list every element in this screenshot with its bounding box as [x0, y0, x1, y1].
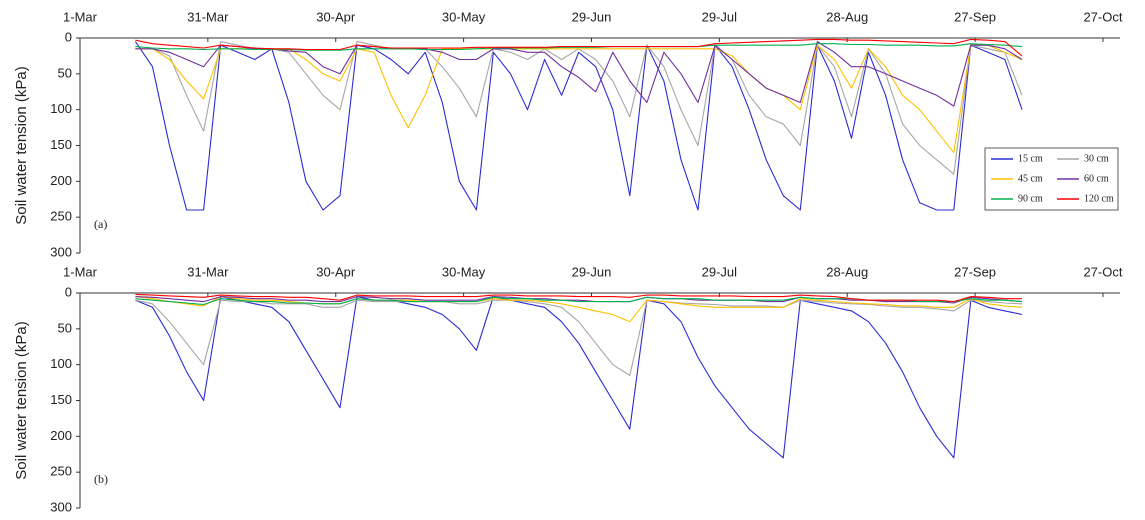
y-tick-label: 250	[50, 209, 72, 224]
series-line	[135, 44, 1023, 154]
panel-label: (a)	[94, 217, 107, 231]
x-tick-label: 27-Sep	[954, 264, 996, 279]
legend-label: 15 cm	[1018, 153, 1043, 164]
series-line	[134, 41, 1023, 211]
x-tick-label: 31-Mar	[187, 264, 229, 279]
y-tick-label: 100	[50, 356, 72, 371]
y-tick-label: 250	[50, 464, 72, 479]
series-line	[135, 299, 1023, 376]
y-tick-label: 300	[50, 499, 72, 514]
x-tick-label: 29-Jun	[572, 264, 612, 279]
x-tick-label: 27-Oct	[1083, 9, 1122, 24]
series-line	[135, 296, 1023, 459]
x-tick-label: 31-Mar	[187, 9, 229, 24]
y-tick-label: 50	[58, 65, 72, 80]
legend-label: 45 cm	[1018, 173, 1043, 184]
x-tick-label: 28-Aug	[826, 264, 868, 279]
x-tick-label: 30-May	[442, 9, 486, 24]
x-tick-label: 30-May	[442, 264, 486, 279]
y-axis-label: Soil water tension (kPa)	[13, 66, 30, 224]
y-tick-label: 150	[50, 392, 72, 407]
x-tick-label: 1-Mar	[63, 264, 98, 279]
legend-label: 120 cm	[1084, 193, 1114, 204]
x-tick-label: 28-Aug	[826, 9, 868, 24]
x-tick-label: 30-Apr	[316, 264, 356, 279]
series-line	[135, 41, 1023, 107]
series-line	[135, 38, 1023, 57]
y-tick-label: 200	[50, 173, 72, 188]
series-line	[135, 293, 1022, 303]
y-tick-label: 100	[50, 101, 72, 116]
y-tick-label: 50	[58, 320, 72, 335]
y-tick-label: 0	[65, 29, 72, 44]
x-tick-label: 27-Sep	[954, 9, 996, 24]
y-tick-label: 0	[65, 284, 72, 299]
x-tick-label: 1-Mar	[63, 9, 98, 24]
y-tick-label: 200	[50, 428, 72, 443]
legend-label: 90 cm	[1018, 193, 1043, 204]
legend-label: 60 cm	[1084, 173, 1109, 184]
x-tick-label: 27-Oct	[1083, 264, 1122, 279]
x-tick-label: 29-Jul	[702, 264, 738, 279]
x-tick-label: 29-Jul	[702, 9, 738, 24]
y-tick-label: 150	[50, 137, 72, 152]
panel-label: (b)	[94, 472, 108, 486]
y-tick-label: 300	[50, 244, 72, 259]
legend-label: 30 cm	[1084, 153, 1109, 164]
y-axis-label: Soil water tension (kPa)	[13, 321, 30, 479]
series-line	[135, 43, 1023, 51]
series-line	[135, 296, 1023, 323]
x-tick-label: 30-Apr	[316, 9, 356, 24]
x-tick-label: 29-Jun	[572, 9, 612, 24]
legend: 15 cm 30 cm 45 cm 60 cm 90 cm 120 cm	[984, 147, 1119, 211]
